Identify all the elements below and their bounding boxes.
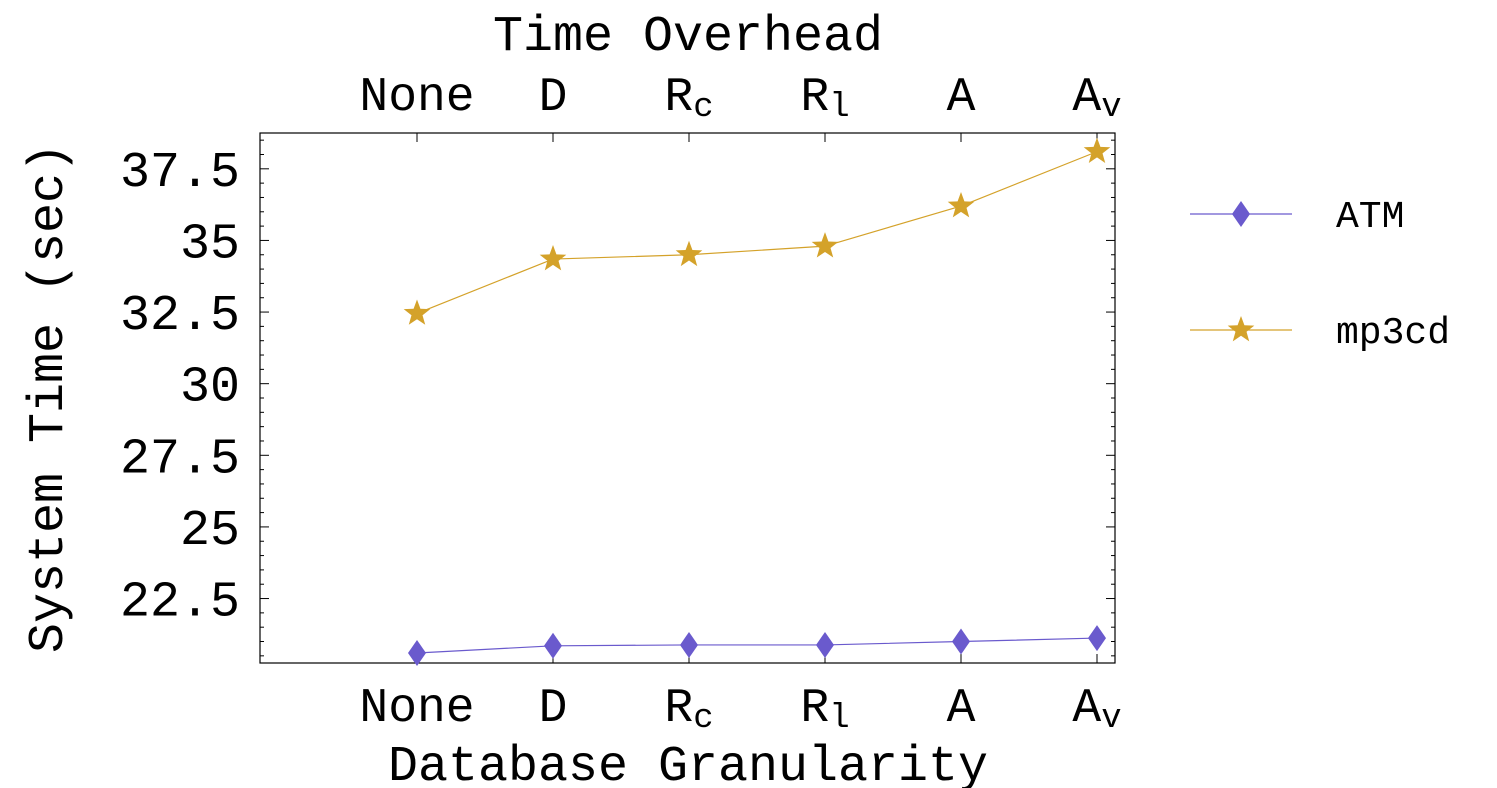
y-tick-labels: 22.5 25 27.5 30 32.5 35 37.5 [120, 145, 240, 632]
data-point-diamond [408, 639, 426, 666]
legend-label: ATM [1336, 196, 1404, 239]
chart-title: Time Overhead [493, 9, 883, 66]
data-point-star [811, 232, 839, 258]
y-tick-label: 30 [180, 360, 240, 417]
axis-ticks [260, 133, 1115, 663]
top-category-label: None [359, 71, 474, 125]
data-point-star [539, 245, 567, 271]
y-tick-label: 22.5 [120, 575, 240, 632]
data-point-diamond [544, 632, 562, 659]
series-mp3cd [403, 137, 1111, 325]
series-layer [403, 137, 1111, 666]
bottom-category-label: A [947, 682, 976, 736]
series-line [416, 151, 1098, 315]
top-category-label: A [947, 71, 976, 125]
bottom-category-labels: None D Rc Rl A Av [359, 682, 1121, 738]
legend-item: mp3cd [1190, 312, 1450, 355]
y-tick-label: 32.5 [120, 288, 240, 345]
y-tick-label: 35 [180, 216, 240, 273]
data-point-star [947, 192, 975, 218]
data-point-star [403, 299, 431, 325]
data-point-diamond [952, 628, 970, 655]
series-atm [408, 625, 1106, 666]
data-point-diamond [1088, 625, 1106, 652]
legend: ATM mp3cd [1190, 196, 1450, 355]
bottom-category-label: Rc [664, 682, 713, 738]
top-category-label: Rl [800, 71, 849, 127]
y-tick-label: 25 [180, 503, 240, 560]
y-axis-label: System Time (sec) [21, 143, 78, 653]
data-point-star [675, 240, 703, 267]
data-point-diamond [816, 631, 834, 658]
x-axis-label: Database Granularity [388, 739, 988, 788]
legend-item: ATM [1190, 196, 1404, 239]
top-category-label: Rc [664, 71, 713, 127]
data-point-diamond [680, 631, 698, 658]
y-tick-label: 37.5 [120, 145, 240, 202]
top-category-label: Av [1072, 71, 1121, 127]
bottom-category-label: None [359, 682, 474, 736]
top-category-labels: None D Rc Rl A Av [359, 71, 1121, 127]
bottom-category-label: Rl [800, 682, 849, 738]
y-tick-label: 27.5 [120, 431, 240, 488]
legend-label: mp3cd [1336, 312, 1450, 355]
legend-marker-diamond [1232, 201, 1250, 227]
top-category-label: D [539, 71, 568, 125]
bottom-category-label: Av [1072, 682, 1121, 738]
data-point-star [1083, 137, 1111, 163]
plot-frame [259, 132, 1116, 664]
series-line [416, 637, 1098, 654]
legend-marker-star [1227, 316, 1255, 342]
bottom-category-label: D [539, 682, 568, 736]
